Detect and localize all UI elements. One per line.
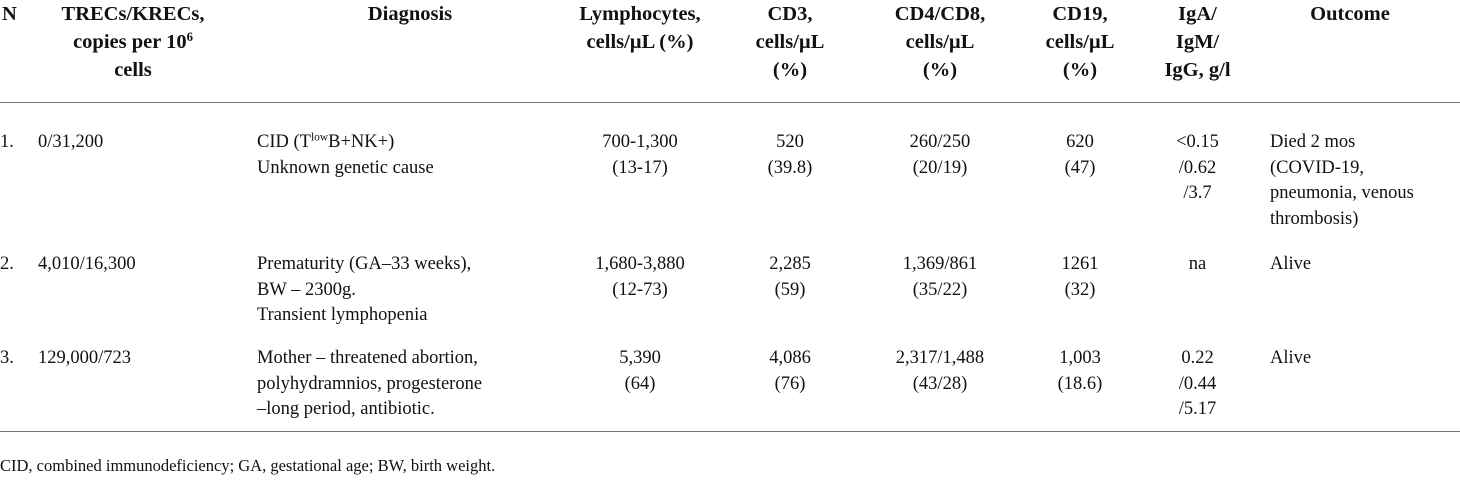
header-rule bbox=[0, 102, 1460, 103]
row-1-trecs: 0/31,200 bbox=[38, 132, 104, 152]
header-trecs: TRECs/KRECs, copies per 106 cells bbox=[61, 3, 205, 81]
row-1-diagnosis: CID (TlowB+NK+) Unknown genetic cause bbox=[257, 131, 434, 178]
header-cd3: CD3, cells/µL (%) bbox=[755, 3, 825, 81]
row-1-cd3: 520 (39.8) bbox=[767, 132, 813, 178]
header-cd19: CD19, cells/µL (%) bbox=[1045, 3, 1115, 81]
row-2-cd19: 1261 (32) bbox=[1061, 254, 1099, 300]
row-1-immunoglobulins: <0.15 /0.62 /3.7 bbox=[1176, 132, 1219, 203]
row-2-diagnosis: Prematurity (GA–33 weeks), BW – 2300g. T… bbox=[257, 254, 472, 325]
row-2-cd4-cd8: 1,369/861 (35/22) bbox=[902, 254, 978, 300]
row-1-n: 1. bbox=[0, 132, 14, 152]
row-3-lymphocytes: 5,390 (64) bbox=[619, 348, 661, 394]
row-1-cd4-cd8: 260/250 (20/19) bbox=[909, 132, 971, 178]
row-3-cd19: 1,003 (18.6) bbox=[1057, 348, 1103, 394]
row-2-lymphocytes: 1,680-3,880 (12-73) bbox=[595, 254, 685, 300]
header-lymphocytes: Lymphocytes, cells/µL (%) bbox=[579, 3, 701, 53]
header-cd4-cd8: CD4/CD8, cells/µL (%) bbox=[894, 3, 986, 81]
row-3-trecs: 129,000/723 bbox=[38, 348, 132, 368]
row-2-cd3: 2,285 (59) bbox=[769, 254, 811, 300]
row-3-diagnosis: Mother – threatened abortion, polyhydram… bbox=[257, 348, 483, 419]
row-2-outcome: Alive bbox=[1270, 254, 1312, 274]
row-1-cd19: 620 (47) bbox=[1064, 132, 1096, 178]
row-2-n: 2. bbox=[0, 254, 14, 274]
row-3-outcome: Alive bbox=[1270, 348, 1312, 368]
header-diagnosis: Diagnosis bbox=[367, 3, 453, 25]
row-3-n: 3. bbox=[0, 348, 14, 368]
row-1-lymphocytes: 700-1,300 (13-17) bbox=[602, 132, 678, 178]
row-3-cd4-cd8: 2,317/1,488 (43/28) bbox=[895, 348, 985, 394]
row-1-outcome: Died 2 mos (COVID-19, pneumonia, venous … bbox=[1270, 132, 1414, 229]
header-n: N bbox=[2, 3, 17, 25]
row-2-immunoglobulins: na bbox=[1188, 254, 1207, 274]
header-immunoglobulins: IgA/ IgM/ IgG, g/l bbox=[1164, 3, 1231, 81]
row-2-trecs: 4,010/16,300 bbox=[38, 254, 136, 274]
row-3-cd3: 4,086 (76) bbox=[769, 348, 811, 394]
header-outcome: Outcome bbox=[1310, 3, 1390, 25]
table-footnote: CID, combined immunodeficiency; GA, gest… bbox=[0, 456, 496, 475]
row-3-immunoglobulins: 0.22 /0.44 /5.17 bbox=[1178, 348, 1217, 419]
bottom-rule bbox=[0, 431, 1460, 432]
